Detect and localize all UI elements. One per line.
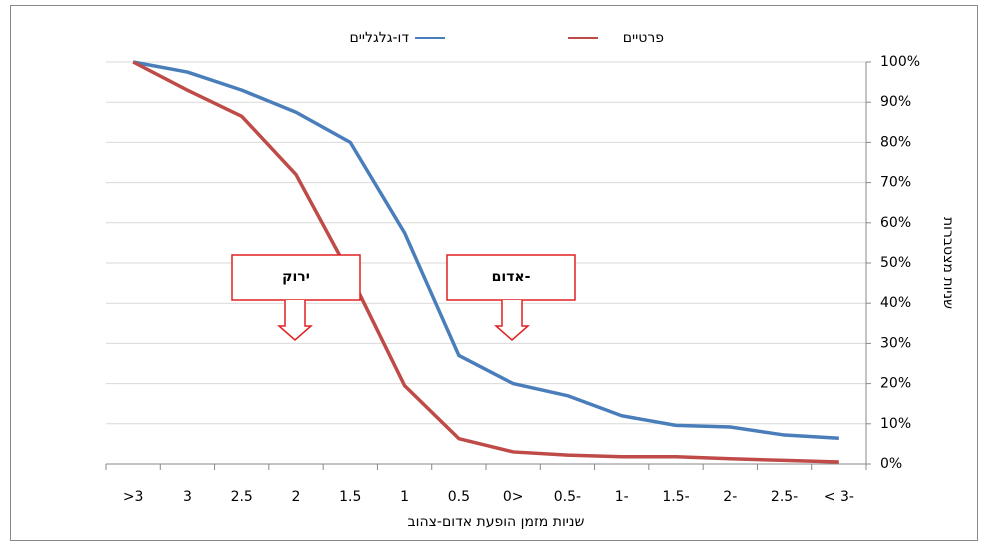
x-tick-label: >3 xyxy=(123,489,144,505)
y-axis-title: שניות מצטברות xyxy=(940,217,956,309)
annotation-arrow xyxy=(277,300,313,341)
x-tick-label: 1.5- xyxy=(662,489,689,505)
x-tick-label: 2- xyxy=(723,489,737,505)
series-line xyxy=(132,60,839,441)
legend-label: דו-גלגליים xyxy=(349,30,409,46)
annotation-box xyxy=(446,254,576,301)
y-tick-label: 50% xyxy=(880,255,911,271)
legend-label: פרטיים xyxy=(623,30,664,46)
y-tick-label: 70% xyxy=(880,175,911,191)
x-tick-label: 3 xyxy=(183,489,192,505)
annotation-box xyxy=(231,254,361,301)
x-tick-label: 1.5 xyxy=(339,489,361,505)
series-line xyxy=(132,60,839,464)
y-tick-label: 20% xyxy=(880,376,911,392)
annotation-red: אדום- xyxy=(446,254,576,341)
y-tick-label: 60% xyxy=(880,215,911,231)
annotation-green: ירוק xyxy=(231,254,361,341)
x-tick-label: < 3- xyxy=(824,489,854,505)
annotation-text: אדום- xyxy=(492,269,531,285)
x-tick-label: 2 xyxy=(292,489,301,505)
y-tick-label: 30% xyxy=(880,335,911,351)
annotation-arrow xyxy=(494,300,530,341)
x-tick-label: 1 xyxy=(400,489,409,505)
annotation-text: ירוק xyxy=(282,269,310,285)
x-tick-label: 2.5 xyxy=(231,489,253,505)
x-tick-label: 1- xyxy=(615,489,629,505)
y-tick-label: 10% xyxy=(880,416,911,432)
y-tick-label: 80% xyxy=(880,134,911,150)
x-tick-label: 0.5- xyxy=(554,489,581,505)
x-axis-title: שניות מזמן הופעת אדום-צהוב xyxy=(408,514,585,530)
y-tick-label: 40% xyxy=(880,295,911,311)
x-tick-label: 0.5 xyxy=(448,489,470,505)
x-tick-label: 2.5- xyxy=(771,489,798,505)
y-tick-label: 0% xyxy=(880,456,902,472)
x-tick-label: 0> xyxy=(503,489,524,505)
y-tick-label: 100% xyxy=(880,54,920,70)
y-tick-label: 90% xyxy=(880,94,911,110)
